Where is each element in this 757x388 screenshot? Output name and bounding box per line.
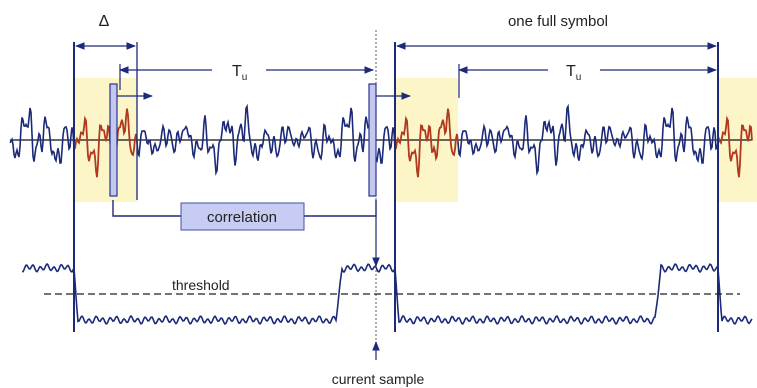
signal-segment-pre	[9, 107, 75, 164]
ofdm-signal	[9, 103, 753, 326]
delta-label: Δ	[99, 13, 110, 30]
one-full-symbol-label: one full symbol	[508, 13, 608, 30]
threshold-label: threshold	[172, 277, 230, 293]
tu-label-2: Tu	[566, 63, 581, 83]
current-sample-label: current sample	[332, 371, 425, 387]
correlation-window-1	[109, 83, 118, 197]
correlation-metric-trace	[21, 262, 753, 326]
correlation-label: correlation	[207, 209, 277, 226]
correlation-box	[180, 202, 305, 231]
correlation-window-2	[368, 83, 377, 197]
guard-signal-3	[717, 115, 753, 178]
signal-segment-2	[457, 103, 719, 177]
tu-label-1: Tu	[232, 63, 247, 83]
signal-segment-1	[136, 103, 396, 177]
guard-signal-1	[73, 108, 138, 178]
guard-signal-2	[394, 108, 459, 178]
